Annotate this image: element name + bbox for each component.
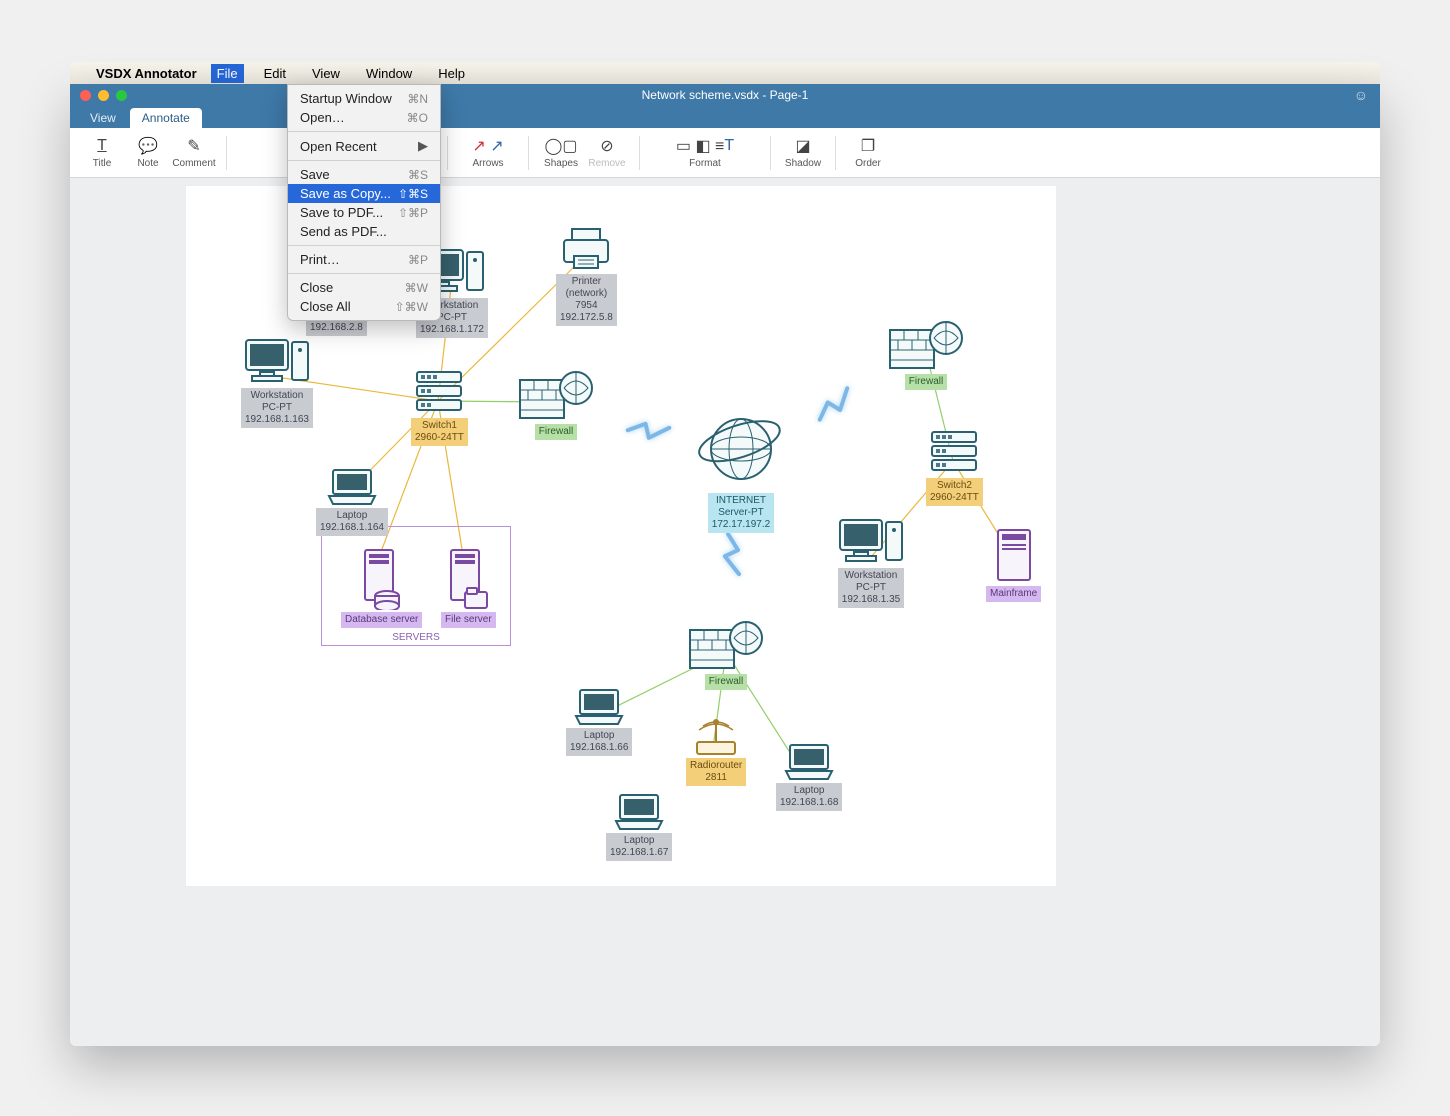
file-menu-item[interactable]: Save to PDF...⇧⌘P — [288, 203, 440, 222]
feedback-icon[interactable]: ☺ — [1354, 87, 1368, 103]
titlebar: Network scheme.vsdx - Page-1 ☺ — [70, 84, 1380, 106]
node-ws_right[interactable]: WorkstationPC-PT192.168.1.35 — [836, 516, 906, 608]
workstation-icon — [836, 516, 906, 566]
file-menu-item[interactable]: Close All⇧⌘W — [288, 297, 440, 316]
laptop-icon — [325, 466, 379, 506]
node-laptop66[interactable]: Laptop192.168.1.66 — [566, 686, 632, 756]
node-laptop68[interactable]: Laptop192.168.1.68 — [776, 741, 842, 811]
node-label: File server — [441, 612, 496, 628]
tool-note[interactable]: 💬Note — [126, 136, 170, 169]
mode-tabs: View Annotate — [70, 106, 1380, 128]
laptop-icon — [612, 791, 666, 831]
workstation-icon — [242, 336, 312, 386]
mainframe-icon — [994, 526, 1034, 584]
menu-help[interactable]: Help — [432, 64, 471, 83]
file-menu-item[interactable]: Startup Window⌘N — [288, 89, 440, 108]
laptop-icon — [782, 741, 836, 781]
node-fw_bottom[interactable]: Firewall — [686, 616, 766, 690]
file-menu-item[interactable]: Open Recent▶ — [288, 136, 440, 156]
node-label: Mainframe — [986, 586, 1041, 602]
node-ws_left[interactable]: WorkstationPC-PT192.168.1.163 — [241, 336, 313, 428]
file-menu-item[interactable]: Print…⌘P — [288, 250, 440, 269]
minimize-window-button[interactable] — [98, 90, 109, 101]
node-label: Laptop192.168.1.164 — [316, 508, 388, 536]
globe-icon — [696, 401, 786, 491]
tool-remove[interactable]: ⊘Remove — [585, 136, 629, 169]
router-icon — [691, 716, 741, 756]
tool-format[interactable]: ▭ ◧ ≡ TFormat — [650, 136, 760, 169]
node-label: Laptop192.168.1.68 — [776, 783, 842, 811]
node-switch2[interactable]: Switch22960-24TT — [926, 426, 983, 506]
firewall-icon — [886, 316, 966, 372]
menu-view[interactable]: View — [306, 64, 346, 83]
node-switch1[interactable]: Switch12960-24TT — [411, 366, 468, 446]
node-fw_right[interactable]: Firewall — [886, 316, 966, 390]
node-label: Switch12960-24TT — [411, 418, 468, 446]
app-name: VSDX Annotator — [96, 66, 197, 81]
tool-shadow[interactable]: ◪Shadow — [781, 136, 825, 169]
file-menu-item[interactable]: Save as Copy...⇧⌘S — [288, 184, 440, 203]
traffic-lights[interactable] — [80, 90, 127, 101]
node-router[interactable]: Radiorouter2811 — [686, 716, 746, 786]
tool-order[interactable]: ❐Order — [846, 136, 890, 169]
firewall-icon — [516, 366, 596, 422]
file-menu-dropdown[interactable]: Startup Window⌘NOpen…⌘O Open Recent▶ Save⌘… — [287, 84, 441, 321]
canvas[interactable]: SERVERSWorkstationPC-PT192.168.1.172Prin… — [70, 178, 1380, 1046]
node-label: Firewall — [535, 424, 577, 440]
node-printer[interactable]: Printer(network)7954192.172.5.8 — [556, 226, 617, 326]
node-laptop1[interactable]: Laptop192.168.1.164 — [316, 466, 388, 536]
node-label: Switch22960-24TT — [926, 478, 983, 506]
file-menu-item[interactable]: Send as PDF... — [288, 222, 440, 241]
file-menu-item[interactable]: Save⌘S — [288, 165, 440, 184]
node-label: WorkstationPC-PT192.168.1.35 — [838, 568, 904, 608]
mac-menubar: VSDX Annotator File Edit View Window Help — [70, 62, 1380, 84]
menu-edit[interactable]: Edit — [258, 64, 292, 83]
node-label: Laptop192.168.1.66 — [566, 728, 632, 756]
tool-title[interactable]: T̲Title — [80, 136, 124, 169]
tab-view[interactable]: View — [78, 108, 128, 128]
printer-icon — [558, 226, 614, 272]
file-menu-item[interactable]: Open…⌘O — [288, 108, 440, 127]
app-window: Network scheme.vsdx - Page-1 ☺ View Anno… — [70, 84, 1380, 1046]
node-internet[interactable]: INTERNETServer-PT172.17.197.2 — [696, 401, 786, 533]
tool-comment[interactable]: ✎Comment — [172, 136, 216, 169]
server_fs-icon — [443, 546, 493, 610]
node-fs[interactable]: File server — [441, 546, 496, 628]
node-label: Database server — [341, 612, 422, 628]
node-label: Laptop192.168.1.67 — [606, 833, 672, 861]
node-firewall1[interactable]: Firewall — [516, 366, 596, 440]
node-db[interactable]: Database server — [341, 546, 422, 628]
tool-arrows[interactable]: ↗ ↗Arrows — [458, 136, 518, 169]
toolbar: T̲Title 💬Note ✎Comment 🖼Picture TText ↗ … — [70, 128, 1380, 178]
node-label: Firewall — [905, 374, 947, 390]
node-mainframe[interactable]: Mainframe — [986, 526, 1041, 602]
zoom-window-button[interactable] — [116, 90, 127, 101]
servers-group-title: SERVERS — [322, 632, 510, 643]
close-window-button[interactable] — [80, 90, 91, 101]
window-title: Network scheme.vsdx - Page-1 — [70, 88, 1380, 102]
node-label: Firewall — [705, 674, 747, 690]
file-menu-item[interactable]: Close⌘W — [288, 278, 440, 297]
node-label: Printer(network)7954192.172.5.8 — [556, 274, 617, 326]
menu-window[interactable]: Window — [360, 64, 418, 83]
node-label: INTERNETServer-PT172.17.197.2 — [708, 493, 774, 533]
switch-icon — [411, 366, 467, 416]
tool-shapes[interactable]: ◯▢Shapes — [539, 136, 583, 169]
menu-file[interactable]: File — [211, 64, 244, 83]
node-laptop67[interactable]: Laptop192.168.1.67 — [606, 791, 672, 861]
node-label: WorkstationPC-PT192.168.1.163 — [241, 388, 313, 428]
server_db-icon — [357, 546, 407, 610]
firewall-icon — [686, 616, 766, 672]
node-label: 192.168.2.8 — [306, 320, 367, 336]
switch-icon — [926, 426, 982, 476]
laptop-icon — [572, 686, 626, 726]
node-label: Radiorouter2811 — [686, 758, 746, 786]
tab-annotate[interactable]: Annotate — [130, 108, 202, 128]
